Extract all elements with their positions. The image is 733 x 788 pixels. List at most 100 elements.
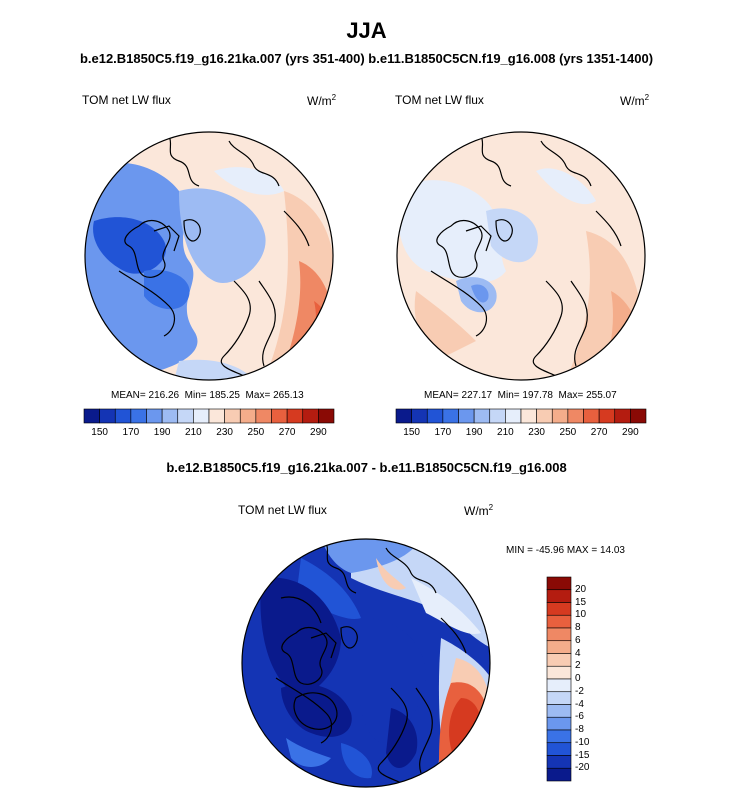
colorbar-swatch xyxy=(489,408,506,424)
colorbar-swatch xyxy=(505,408,522,424)
colorbar-swatch xyxy=(536,408,553,424)
colorbar-tick-label: 230 xyxy=(216,427,233,438)
panel3-polar-map xyxy=(241,538,491,788)
colorbar-tick-label: 150 xyxy=(403,427,420,438)
colorbar-swatch xyxy=(411,408,428,424)
colorbar-swatch xyxy=(161,408,179,424)
panel2-unit: W/m2 xyxy=(620,93,650,108)
colorbar-swatch xyxy=(318,408,335,424)
colorbar-swatch xyxy=(146,408,163,424)
colorbar-tick-label: 190 xyxy=(465,427,483,438)
colorbar-swatch xyxy=(193,408,210,424)
colorbar-swatch xyxy=(395,408,412,424)
panel1-colorbar xyxy=(83,408,335,424)
colorbar-swatch xyxy=(546,755,572,769)
colorbar-swatch xyxy=(551,408,569,424)
colorbar-swatch xyxy=(546,602,572,616)
colorbar-swatch xyxy=(473,408,491,424)
difference-title: b.e12.B1850C5.f19_g16.21ka.007 - b.e11.B… xyxy=(166,460,567,475)
colorbar-swatch xyxy=(426,408,444,424)
colorbar-tick-label: 8 xyxy=(575,622,581,633)
colorbar-swatch xyxy=(302,408,319,424)
colorbar-tick-label: 0 xyxy=(575,673,581,684)
figure-title: JJA xyxy=(346,18,387,43)
colorbar-tick-label: 230 xyxy=(528,427,545,438)
colorbar-tick-label: 290 xyxy=(622,427,639,438)
colorbar-swatch xyxy=(520,408,537,424)
panel3-variable-label: TOM net LW flux xyxy=(238,503,327,517)
panel3-colorbar-ticks: 20 15 10 8 6 4 2 0 -2 -4 -6 -8 -10 -15 -20 xyxy=(575,577,605,781)
colorbar-swatch xyxy=(583,408,600,424)
colorbar-swatch xyxy=(546,653,572,667)
panel2-colorbar-ticks: 150 170 190 210 230 250 270 290 xyxy=(396,427,646,441)
colorbar-tick-label: 2 xyxy=(575,660,581,672)
colorbar-tick-label: 170 xyxy=(122,427,140,438)
colorbar-swatch xyxy=(630,408,647,424)
panel2-polar-map xyxy=(396,131,646,381)
colorbar-tick-label: 20 xyxy=(575,583,587,595)
colorbar-swatch xyxy=(271,408,288,424)
colorbar-tick-label: -8 xyxy=(575,724,584,735)
colorbar-tick-label: -6 xyxy=(575,711,584,723)
colorbar-tick-label: 10 xyxy=(575,609,587,621)
colorbar-tick-label: 270 xyxy=(278,427,296,438)
colorbar-swatch xyxy=(177,408,194,424)
colorbar-swatch xyxy=(208,408,225,424)
colorbar-swatch xyxy=(458,408,475,424)
colorbar-swatch xyxy=(546,576,572,591)
colorbar-tick-label: -2 xyxy=(575,685,584,697)
colorbar-tick-label: 250 xyxy=(247,427,265,438)
colorbar-tick-label: -4 xyxy=(575,698,584,710)
colorbar-swatch xyxy=(546,678,572,693)
colorbar-swatch xyxy=(546,767,572,782)
colorbar-tick-label: 210 xyxy=(497,427,514,438)
colorbar-swatch xyxy=(442,408,459,424)
colorbar-swatch xyxy=(114,408,132,424)
colorbar-swatch xyxy=(286,408,304,424)
panel3-colorbar xyxy=(546,576,572,782)
panel2-colorbar xyxy=(395,408,647,424)
colorbar-swatch xyxy=(239,408,257,424)
colorbar-swatch xyxy=(255,408,272,424)
colorbar-tick-label: 270 xyxy=(590,427,608,438)
panel1-colorbar-ticks: 150 170 190 210 230 250 270 290 xyxy=(84,427,334,441)
colorbar-swatch xyxy=(546,640,572,654)
colorbar-tick-label: 290 xyxy=(310,427,327,438)
colorbar-tick-label: 190 xyxy=(153,427,171,438)
colorbar-swatch xyxy=(546,665,572,680)
colorbar-swatch xyxy=(598,408,616,424)
colorbar-tick-label: 150 xyxy=(91,427,108,438)
colorbar-swatch xyxy=(546,627,572,642)
figure-subtitle: b.e12.B1850C5.f19_g16.21ka.007 (yrs 351-… xyxy=(79,51,654,66)
panel2-variable-label: TOM net LW flux xyxy=(395,93,484,107)
colorbar-swatch xyxy=(546,691,572,705)
colorbar-tick-label: 6 xyxy=(575,634,581,646)
colorbar-tick-label: 170 xyxy=(434,427,452,438)
colorbar-swatch xyxy=(130,408,147,424)
colorbar-swatch xyxy=(546,742,572,756)
panel1-polar-map xyxy=(84,131,334,381)
panel1-variable-label: TOM net LW flux xyxy=(82,93,171,107)
colorbar-swatch xyxy=(567,408,584,424)
panel3-unit: W/m2 xyxy=(464,503,494,518)
colorbar-swatch xyxy=(224,408,241,424)
colorbar-swatch xyxy=(546,589,572,603)
colorbar-swatch xyxy=(614,408,631,424)
colorbar-tick-label: -20 xyxy=(575,762,590,774)
panel1-stats: MEAN= 216.26 Min= 185.25 Max= 265.13 xyxy=(111,390,304,401)
colorbar-swatch xyxy=(546,704,572,718)
colorbar-tick-label: 210 xyxy=(185,427,202,438)
colorbar-tick-label: -15 xyxy=(575,749,590,761)
colorbar-tick-label: 4 xyxy=(575,647,581,659)
colorbar-tick-label: -10 xyxy=(575,736,590,748)
panel1-unit: W/m2 xyxy=(307,93,337,108)
panel3-stats: MIN = -45.96 MAX = 14.03 xyxy=(506,545,625,556)
colorbar-swatch xyxy=(99,408,116,424)
colorbar-swatch xyxy=(83,408,100,424)
panel2-stats: MEAN= 227.17 Min= 197.78 Max= 255.07 xyxy=(424,390,617,401)
colorbar-tick-label: 250 xyxy=(559,427,577,438)
colorbar-tick-label: 15 xyxy=(575,596,587,608)
colorbar-swatch xyxy=(546,614,572,629)
colorbar-swatch xyxy=(546,716,572,731)
colorbar-swatch xyxy=(546,729,572,744)
